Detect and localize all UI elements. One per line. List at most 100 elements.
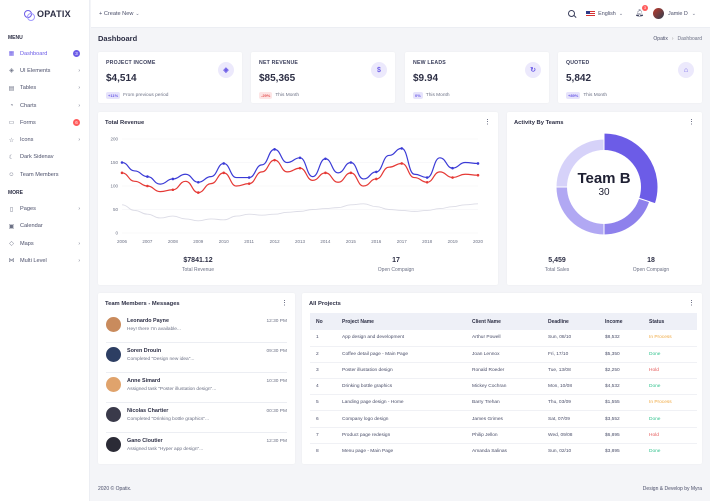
menu-section-title: MENU — [8, 35, 23, 41]
breadcrumb-link[interactable]: Opatix — [653, 36, 668, 42]
table-row[interactable]: 8 Menu page - Main Page Amanda Salinas Sun,… — [310, 443, 697, 459]
y-tick-label: 50 — [113, 207, 119, 212]
chevron-down-icon: ⌄ — [691, 10, 696, 17]
stat-card-net-revenue: NET REVENUE $85,365 -29% This Month $ — [251, 52, 395, 103]
footer-copyright: 2020 © Opatix. — [98, 486, 132, 492]
message-item[interactable]: Nicolas Chartier Completed "Drinking bott… — [106, 403, 287, 433]
sidebar-item-team-members[interactable]: ☺ Team Members — [0, 166, 89, 183]
table-row[interactable]: 3 Poster illustation design Ronald Roeder T… — [310, 362, 697, 380]
sidebar-item-label: Calendar — [20, 223, 43, 230]
user-menu[interactable]: Jamie D ⌄ — [653, 8, 696, 19]
stat-label: NET REVENUE — [259, 60, 299, 66]
more-options-icon[interactable]: ⋮ — [484, 119, 491, 126]
sidebar-item-dark-sidenav[interactable]: ☾ Dark Sidenav — [0, 149, 89, 166]
sidebar-item-calendar[interactable]: ▣ Calendar — [0, 218, 89, 235]
message-item[interactable]: Gano Cloutier Assigned task "Hyper app de… — [106, 433, 287, 463]
avatar — [106, 407, 121, 422]
donut-center-title: Team B — [577, 170, 631, 187]
nav-badge: 3 — [73, 50, 80, 58]
sidebar: OPATIX MENU ▦ Dashboard 3 ◈ UI Elements › ▤ Tab… — [0, 0, 90, 501]
calendar-icon: ▣ — [8, 223, 15, 230]
table-row[interactable]: 4 Drinking bottle graphics Mickey Cochran M… — [310, 378, 697, 396]
logo[interactable]: OPATIX — [0, 0, 89, 28]
table-cell: 4 — [310, 378, 336, 396]
notifications-button[interactable]: 🔔︎ 3 — [635, 5, 649, 18]
avatar — [106, 437, 121, 452]
table-cell: Thu, 03/09 — [542, 394, 599, 412]
message-text: Completed "Design new idea"... — [127, 357, 195, 362]
create-new-button[interactable]: + Create New — [99, 10, 134, 17]
sidebar-item-icons[interactable]: ☆ Icons › — [0, 131, 89, 148]
column-header[interactable]: Status — [643, 313, 697, 330]
table-cell: Coffee detail page - Main Page — [336, 346, 466, 363]
column-header[interactable]: Project Name — [336, 313, 466, 330]
stat-card-project-income: PROJECT INCOME $4,514 +11% From previous pe… — [98, 52, 242, 103]
message-item[interactable]: Anne Simard Assigned task "Poster illusta… — [106, 373, 287, 403]
search-icon[interactable] — [568, 9, 576, 18]
table-cell: $8,532 — [599, 330, 643, 347]
message-time: 09:30 PM — [266, 349, 287, 354]
status-cell: Done — [643, 378, 697, 396]
table-cell: Wed, 09/08 — [542, 427, 599, 444]
stat-value: 5,842 — [566, 73, 592, 84]
sidebar-item-dashboard[interactable]: ▦ Dashboard 3 — [0, 45, 89, 62]
language-selector[interactable]: English ⌄ — [586, 10, 623, 17]
change-badge: 0% — [413, 92, 423, 99]
donut-center-value: 30 — [598, 187, 610, 198]
sidebar-item-ui-elements[interactable]: ◈ UI Elements › — [0, 62, 89, 79]
sidebar-item-maps[interactable]: ◇ Maps › — [0, 235, 89, 252]
status-cell: Done — [643, 346, 697, 363]
message-item[interactable]: Leonardo Payne Hey! there I'm available..… — [106, 313, 287, 343]
message-body: Gano Cloutier Assigned task "Hyper app de… — [127, 433, 266, 463]
all-projects-card: All Projects ⋮ No Project Name Client Name… — [302, 293, 702, 464]
message-body: Soren Drouin Completed "Design new idea".… — [127, 343, 266, 372]
status-cell: Hold — [643, 427, 697, 444]
table-row[interactable]: 1 App design and development Arthur Powell… — [310, 330, 697, 347]
sidebar-item-tables[interactable]: ▤ Tables › — [0, 80, 89, 97]
column-header[interactable]: No — [310, 313, 336, 330]
sidebar-item-multi-level[interactable]: ⋈ Multi Level › — [0, 252, 89, 269]
stat-value: $4,514 — [106, 73, 137, 84]
column-header[interactable]: Income — [599, 313, 643, 330]
activity-card: Activity By Teams ⋮ Team B 30 5,459 Tota… — [507, 112, 702, 285]
table-row[interactable]: 6 Company logo design James Grimes Sat, 07/… — [310, 410, 697, 428]
status-cell: Done — [643, 410, 697, 428]
summary-label: Open Compaign — [377, 267, 415, 273]
team-messages-card: Team Members - Messages ⋮ Leonardo Payne… — [98, 293, 295, 464]
table-cell: $6,895 — [599, 427, 643, 444]
donut-center-label: Team B 30 — [564, 170, 644, 198]
map-icon: ◇ — [9, 241, 14, 248]
stat-card-new-leads: NEW LEADS $9.94 0% This Month ↻ — [405, 52, 549, 103]
sidebar-item-label: UI Elements — [20, 67, 51, 74]
topbar: + Create New ⌄ English ⌄ 🔔︎ 3 Jamie D ⌄ — [91, 0, 710, 28]
more-options-icon[interactable]: ⋮ — [281, 300, 288, 307]
table-cell: $2,250 — [599, 362, 643, 380]
stat-footer: 0% This Month — [413, 92, 450, 99]
table-row[interactable]: 5 Landing page design - Home Barry Trehan T… — [310, 394, 697, 412]
avatar — [106, 347, 121, 362]
column-header[interactable]: Deadline — [542, 313, 599, 330]
more-options-icon[interactable]: ⋮ — [688, 300, 695, 307]
data-point — [324, 157, 327, 161]
x-tick-label: 2011 — [244, 239, 254, 244]
data-point — [273, 158, 276, 162]
column-header[interactable]: Client Name — [466, 313, 542, 330]
table-row[interactable]: 2 Coffee detail page - Main Page Joan Lenn… — [310, 346, 697, 363]
summary-total-revenue: $7841.12 Total Revenue — [158, 257, 238, 273]
table-cell: Tue, 13/08 — [542, 362, 599, 380]
message-item[interactable]: Soren Drouin Completed "Design new idea".… — [106, 343, 287, 373]
data-point — [171, 177, 175, 181]
table-cell: 8 — [316, 449, 319, 455]
x-tick-label: 2008 — [168, 239, 179, 244]
sidebar-item-pages[interactable]: ▯ Pages › — [0, 200, 89, 217]
card-title: Team Members - Messages — [105, 301, 180, 307]
sidebar-item-charts[interactable]: ◔ Charts › — [0, 97, 89, 114]
more-options-icon[interactable]: ⋮ — [688, 119, 695, 126]
sidebar-item-forms[interactable]: ▭ Forms 6 — [0, 114, 89, 131]
message-body: Anne Simard Assigned task "Poster illusta… — [127, 373, 266, 402]
table-row[interactable]: 7 Product page redesign Philip Jellon Wed, … — [310, 427, 697, 444]
data-point — [425, 176, 429, 179]
data-point — [374, 177, 378, 181]
table-cell: 2 — [310, 346, 336, 363]
x-tick-label: 2009 — [193, 239, 204, 244]
